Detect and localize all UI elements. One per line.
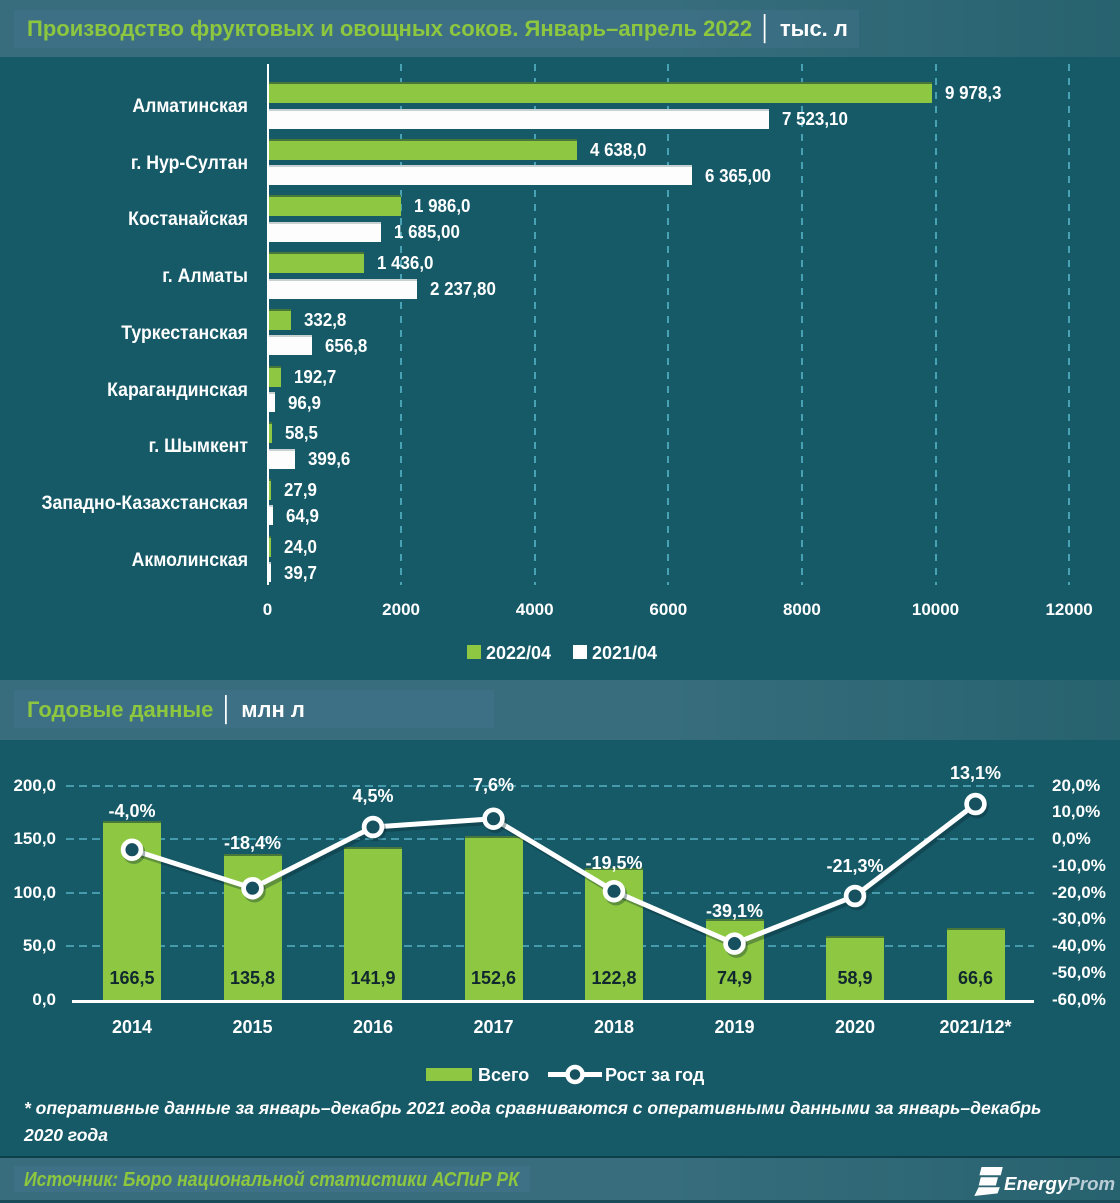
svg-text:EnergyProm: EnergyProm (1004, 1173, 1115, 1194)
